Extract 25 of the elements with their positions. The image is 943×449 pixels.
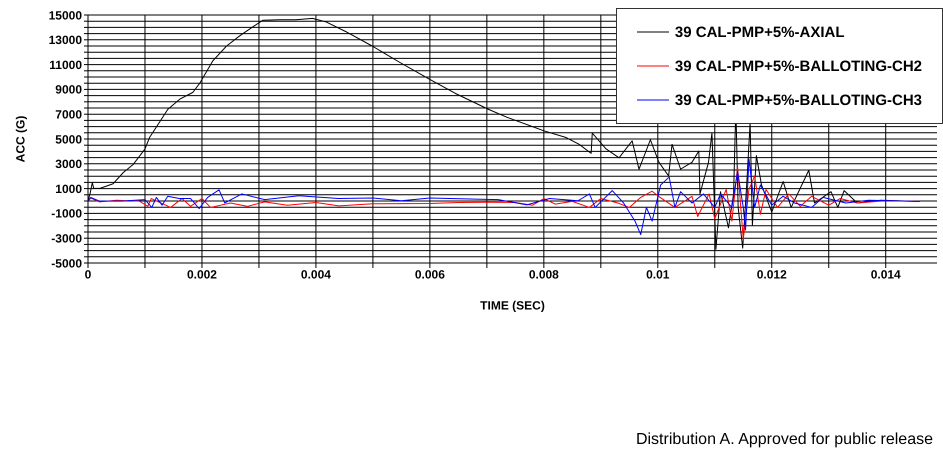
y-tick-label: 1000 [55, 182, 82, 196]
x-axis-title: TIME (SEC) [480, 298, 545, 313]
y-tick-label: -5000 [51, 256, 82, 270]
y-tick-label: 7000 [55, 107, 82, 122]
y-tick-label: 15000 [48, 8, 82, 22]
legend-label: 39 CAL-PMP+5%-AXIAL [674, 24, 845, 40]
legend-label: 39 CAL-PMP+5%-BALLOTING-CH2 [674, 58, 922, 74]
x-tick-label: 0.004 [300, 268, 332, 282]
legend-label: 39 CAL-PMP+5%-BALLOTING-CH3 [674, 92, 922, 108]
y-tick-label: 5000 [55, 132, 82, 146]
x-tick-label: 0.008 [528, 268, 560, 282]
x-tick-label: 0.012 [756, 268, 788, 282]
text: Distribution A. Approved for public release [636, 431, 933, 449]
y-tick-label: 11000 [49, 58, 82, 72]
x-tick-label: 0 [84, 268, 92, 282]
x-tick-label: 0.01 [646, 268, 670, 282]
y-axis-title: ACC (G) [13, 116, 28, 162]
x-tick-label: 0.002 [186, 268, 218, 282]
y-tick-label: 3000 [55, 157, 82, 172]
x-tick-label: 0.014 [870, 268, 902, 282]
y-tick-label: -1000 [51, 206, 82, 221]
y-tick-label: 13000 [48, 33, 82, 48]
x-tick-label: 0.006 [414, 268, 446, 282]
y-tick-label: 9000 [55, 82, 82, 97]
y-tick-label: -3000 [51, 231, 82, 246]
